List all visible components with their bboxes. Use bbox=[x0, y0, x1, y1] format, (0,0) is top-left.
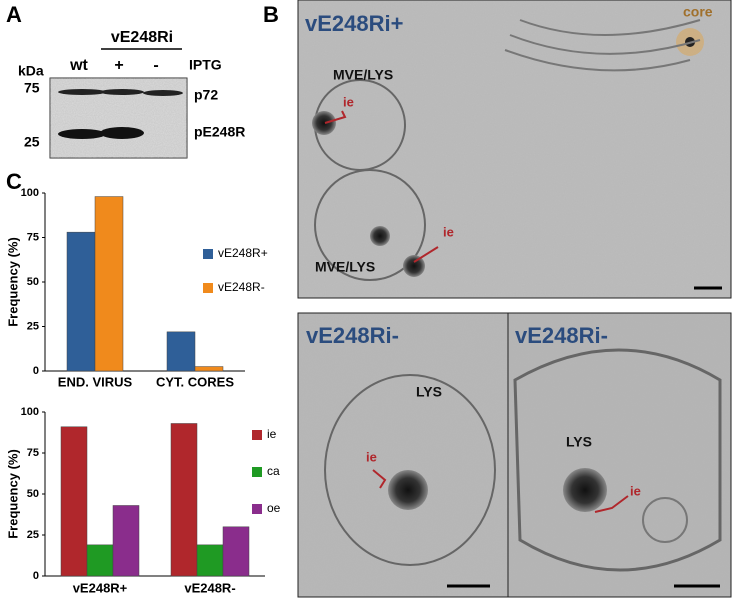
micrograph bbox=[297, 0, 732, 299]
y-tick-label: 50 bbox=[27, 276, 39, 288]
y-tick-label: 25 bbox=[27, 529, 39, 541]
y-axis-label: Frequency (%) bbox=[5, 237, 20, 327]
bar bbox=[86, 544, 114, 577]
band-label: p72 bbox=[194, 87, 218, 103]
group-label: vE248Ri bbox=[111, 29, 173, 46]
y-tick-label: 0 bbox=[33, 365, 39, 377]
band-label: pE248R bbox=[194, 124, 245, 140]
micrograph bbox=[507, 312, 732, 598]
panel-label: A bbox=[6, 2, 22, 27]
micrograph-label: core bbox=[683, 4, 713, 20]
legend-swatch bbox=[203, 283, 213, 293]
micrograph-label: ie bbox=[366, 449, 377, 464]
y-tick-label: 75 bbox=[27, 231, 39, 243]
legend-swatch bbox=[252, 467, 262, 477]
legend-label: vE248R- bbox=[218, 280, 265, 294]
kda-label: kDa bbox=[18, 63, 44, 79]
micrograph-label: ie bbox=[630, 483, 641, 498]
micrograph-label: LYS bbox=[416, 384, 442, 400]
western-blot bbox=[49, 48, 188, 159]
iptg-label: IPTG bbox=[189, 57, 222, 73]
lane-label: + bbox=[114, 57, 123, 74]
legend-label: ie bbox=[267, 427, 277, 441]
y-tick-label: 75 bbox=[27, 447, 39, 459]
micrograph-label: MVE/LYS bbox=[333, 67, 393, 83]
bar bbox=[170, 423, 198, 577]
y-tick-label: 0 bbox=[33, 570, 39, 582]
marker: 25 bbox=[24, 134, 40, 150]
y-tick-label: 100 bbox=[21, 406, 39, 418]
x-tick-label: vE248R- bbox=[184, 580, 235, 595]
micrograph bbox=[297, 312, 509, 598]
x-tick-label: END. VIRUS bbox=[58, 374, 133, 389]
bar bbox=[60, 426, 88, 577]
legend-swatch bbox=[252, 504, 262, 514]
legend-swatch bbox=[203, 249, 213, 259]
micrograph-label: ie bbox=[343, 94, 354, 109]
y-axis-label: Frequency (%) bbox=[5, 449, 20, 539]
micrograph-label: LYS bbox=[566, 434, 592, 450]
panel-label: B bbox=[263, 2, 279, 27]
micrograph-label: ie bbox=[443, 224, 454, 239]
bar bbox=[66, 231, 96, 372]
x-tick-label: vE248R+ bbox=[73, 580, 128, 595]
bar bbox=[194, 366, 224, 372]
bar bbox=[166, 331, 196, 372]
legend-swatch bbox=[252, 430, 262, 440]
micrograph-title: vE248Ri- bbox=[515, 323, 608, 348]
bar bbox=[222, 526, 250, 577]
lane-label: - bbox=[153, 57, 158, 74]
legend-label: ca bbox=[267, 464, 280, 478]
bar bbox=[94, 196, 124, 372]
marker: 75 bbox=[24, 80, 40, 96]
micrograph-label: MVE/LYS bbox=[315, 259, 375, 275]
lane-label: wt bbox=[69, 57, 88, 74]
micrograph-title: vE248Ri- bbox=[306, 323, 399, 348]
bar bbox=[196, 544, 224, 577]
y-tick-label: 100 bbox=[21, 187, 39, 199]
legend-label: vE248R+ bbox=[218, 246, 268, 260]
micrograph-title: vE248Ri+ bbox=[305, 11, 403, 36]
y-tick-label: 50 bbox=[27, 488, 39, 500]
panel-label: C bbox=[6, 169, 22, 194]
y-tick-label: 25 bbox=[27, 320, 39, 332]
bar bbox=[112, 505, 140, 577]
legend-label: oe bbox=[267, 501, 281, 515]
x-tick-label: CYT. CORES bbox=[156, 374, 234, 389]
